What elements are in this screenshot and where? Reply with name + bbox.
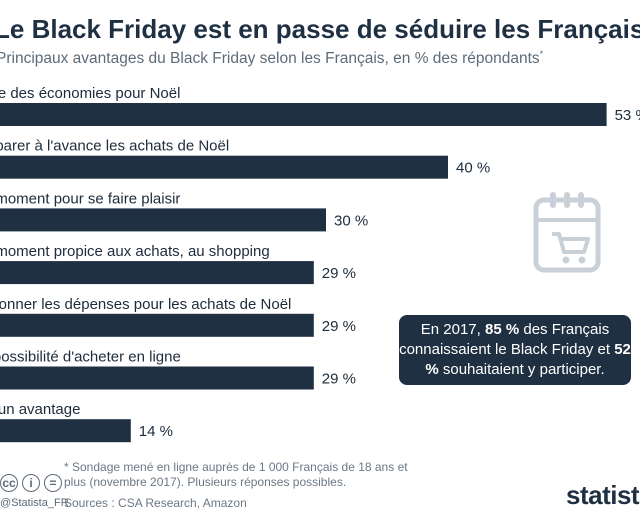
attribution-icon[interactable]: i bbox=[22, 474, 40, 492]
bar-label: Un moment propice aux achats, au shoppin… bbox=[0, 243, 270, 260]
value-label: 40 % bbox=[456, 160, 490, 177]
bar bbox=[0, 366, 314, 390]
license-icons: cc i = bbox=[0, 474, 62, 492]
footnote: * Sondage mené en ligne auprès de 1 000 … bbox=[64, 460, 408, 489]
info-box: En 2017, 85 % des Français connaissaient… bbox=[399, 315, 631, 385]
bar-label: Rationner les dépenses pour les achats d… bbox=[0, 296, 291, 313]
value-label: 14 % bbox=[139, 423, 173, 440]
bar bbox=[0, 261, 314, 285]
bar-label: Aucun avantage bbox=[0, 401, 80, 418]
bar-label: Un moment pour se faire plaisir bbox=[0, 190, 180, 207]
sources: Sources : CSA Research, Amazon bbox=[64, 496, 247, 510]
value-label: 53 % bbox=[615, 107, 640, 124]
bar-label: Faire des économies pour Noël bbox=[0, 85, 180, 102]
bar-label: Préparer à l'avance les achats de Noël bbox=[0, 138, 229, 155]
calendar-cart-icon bbox=[533, 192, 601, 273]
bar bbox=[0, 103, 607, 126]
statista-logo: statista bbox=[566, 480, 640, 510]
bar bbox=[0, 419, 131, 443]
value-label: 29 % bbox=[322, 318, 356, 335]
no-derivatives-icon[interactable]: = bbox=[44, 474, 62, 492]
bar bbox=[0, 313, 314, 337]
value-label: 30 % bbox=[334, 212, 368, 229]
bar-chart: Faire des économies pour Noël 53 % Prépare… bbox=[0, 85, 640, 443]
chart-title: Le Black Friday est en passe de séduire … bbox=[0, 14, 640, 44]
bar-label: La possibilité d'acheter en ligne bbox=[0, 349, 181, 366]
value-label: 29 % bbox=[322, 265, 356, 282]
bar bbox=[0, 208, 326, 232]
twitter-handle: @Statista_FR bbox=[0, 497, 69, 509]
value-label: 29 % bbox=[322, 371, 356, 388]
bar bbox=[0, 155, 448, 179]
creative-commons-icon[interactable]: cc bbox=[0, 474, 18, 492]
chart-subtitle: Principaux avantages du Black Friday sel… bbox=[0, 49, 544, 68]
